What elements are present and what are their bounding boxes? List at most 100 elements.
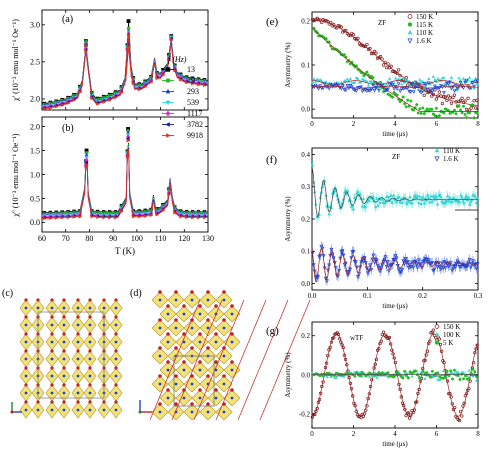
atom-blue (62, 306, 66, 310)
data-point (360, 370, 364, 374)
data-point (380, 83, 384, 88)
atom-red (206, 290, 210, 294)
data-point (464, 78, 469, 83)
data-point (131, 81, 136, 86)
data-point (464, 374, 468, 378)
panel-e-zf-muon-asymmetry: 0 2 4 6 8 0.0 0.1 0.2 Asymmetry (%) time (μs) ZF (e… (266, 11, 480, 138)
data-point (317, 18, 321, 22)
data-point (351, 249, 356, 254)
data-point (60, 215, 65, 220)
data-point (353, 374, 357, 378)
data-point (386, 269, 391, 274)
data-point (354, 89, 359, 93)
data-point (448, 80, 452, 85)
atom-blue (102, 408, 106, 412)
legend-entry: 1.6 K (443, 155, 459, 163)
data-point (371, 195, 376, 199)
data-point (72, 98, 77, 102)
data-point (358, 192, 362, 196)
atom-blue (62, 391, 66, 395)
data-point (318, 77, 322, 82)
data-point (421, 195, 425, 199)
panel-c-crystal-structure: (c) (2, 288, 123, 419)
data-point (410, 81, 415, 86)
data-point (378, 200, 382, 205)
data-point (474, 266, 479, 271)
x-tick-label: 6 (435, 120, 439, 128)
data-point (410, 260, 415, 265)
panel-label: (a) (62, 14, 73, 25)
y-tick-label: 1.0 (30, 170, 40, 179)
data-point (424, 258, 429, 262)
atom-blue (88, 323, 92, 327)
data-point (475, 82, 479, 86)
plot-frame (311, 11, 479, 119)
atom-red (24, 332, 28, 336)
data-point (458, 98, 463, 103)
data-point (467, 258, 472, 263)
data-point (440, 101, 445, 106)
atom-blue (230, 368, 234, 372)
data-point (473, 194, 477, 198)
data-point (450, 199, 454, 203)
data-point (84, 48, 89, 53)
x-axis-label: T (K) (115, 246, 135, 256)
data-point (431, 328, 436, 332)
atom-red (50, 298, 54, 302)
legend-marker (165, 67, 171, 72)
data-point (149, 80, 154, 84)
data-point (319, 244, 324, 249)
data-point (355, 371, 359, 375)
data-point (395, 93, 399, 97)
data-point (336, 83, 341, 88)
data-point (365, 89, 369, 94)
atom-red (222, 374, 226, 378)
unit-cell (173, 355, 215, 407)
x-tick-label: 8 (476, 120, 480, 128)
data-point (406, 411, 411, 415)
atom-red (222, 318, 226, 322)
data-point (387, 76, 392, 80)
atom-red (62, 383, 66, 387)
data-point (356, 76, 360, 80)
atom-blue (114, 374, 118, 378)
data-point (415, 265, 420, 270)
atom-blue (206, 326, 210, 330)
data-point (390, 69, 395, 74)
series-1.6 K (310, 78, 479, 95)
data-point (433, 77, 437, 81)
atom-red (62, 349, 66, 353)
data-point (418, 77, 422, 81)
data-point (443, 266, 448, 271)
atom-red (24, 400, 28, 404)
data-point (378, 269, 383, 274)
atom-blue (62, 408, 66, 412)
data-point (361, 259, 366, 264)
atom-red (50, 383, 54, 387)
data-point (368, 263, 373, 268)
data-point (411, 90, 416, 94)
x-axis-label: time (μs) (382, 130, 408, 138)
series-line (41, 31, 209, 108)
data-point (401, 95, 405, 99)
panel-label: (e) (266, 16, 279, 28)
data-point (371, 51, 375, 56)
atom-red (214, 388, 218, 392)
data-point (185, 80, 190, 85)
data-point (390, 200, 394, 204)
data-point (450, 268, 454, 273)
data-point (321, 86, 326, 91)
legend-marker (434, 340, 440, 345)
data-point (372, 260, 377, 265)
data-point (406, 98, 410, 102)
data-point (469, 199, 473, 203)
atom-red (214, 360, 218, 364)
data-point (125, 155, 130, 159)
data-point (363, 204, 368, 209)
y-tick-label: 0.5 (30, 194, 40, 203)
data-point (90, 214, 95, 219)
data-point (436, 377, 440, 381)
data-point (407, 199, 411, 204)
data-point (470, 81, 475, 85)
